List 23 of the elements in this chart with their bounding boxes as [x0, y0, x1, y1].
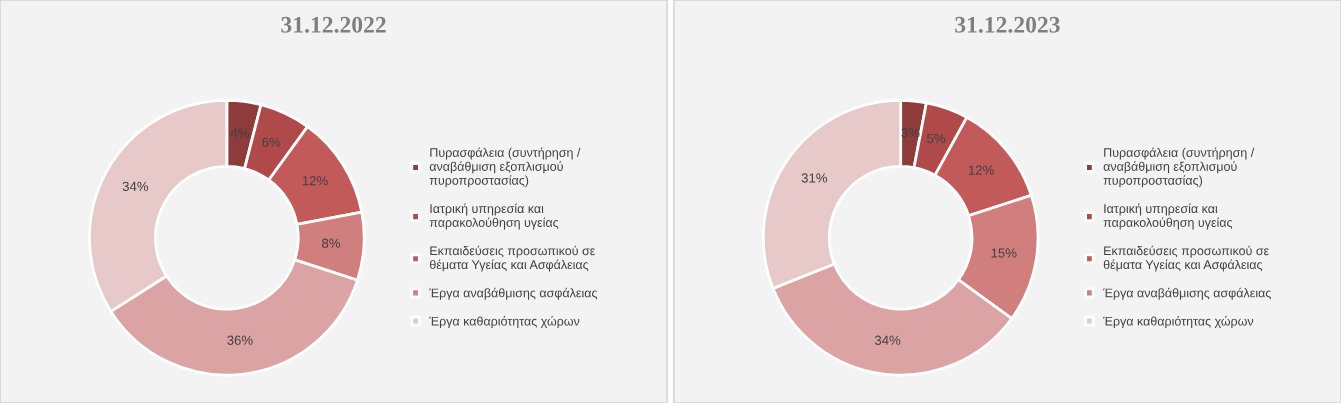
legend-label: Έργα αναβάθμισης ασφάλειας: [429, 287, 598, 300]
legend-label: Ιατρική υπηρεσία και παρακολούθηση υγείας: [1103, 203, 1233, 230]
legend-label: Έργα καθαριότητας χώρων: [1103, 316, 1254, 329]
data-label: 34%: [122, 181, 149, 192]
legend-label: Έργα καθαριότητας χώρων: [429, 316, 580, 329]
data-label: 36%: [227, 335, 253, 345]
data-label: 15%: [991, 248, 1017, 258]
chart-title: 31.12.2023: [955, 16, 1060, 33]
data-label: 34%: [874, 335, 901, 345]
legend-label: Εκπαιδεύσεις προσωπικού σε θέματα Υγείας και Ασφάλειας: [1103, 245, 1269, 272]
legend-label: Ιατρική υπηρεσία και παρακολούθηση υγείας: [429, 203, 559, 230]
legend-label: Πυρασφάλεια (συντήρηση / αναβάθμιση εξοπλισμού πυροπροστασίας): [1103, 147, 1255, 188]
legend-label: Πυρασφάλεια (συντήρηση / αναβάθμιση εξοπλισμού πυροπροστασίας): [429, 147, 581, 188]
data-label: 12%: [302, 176, 328, 186]
data-label: 31%: [801, 173, 828, 183]
data-label: 4%: [230, 128, 249, 138]
data-label: 8%: [322, 238, 341, 248]
chart-title: 31.12.2022: [281, 16, 386, 33]
data-label: 6%: [262, 137, 281, 147]
data-label: 12%: [968, 165, 994, 175]
legend-label: Έργα αναβάθμισης ασφάλειας: [1103, 287, 1271, 300]
data-label: 5%: [927, 133, 946, 144]
legend-label: Εκπαιδεύσεις προσωπικού σε θέματα Υγείας και Ασφάλειας: [429, 245, 596, 272]
